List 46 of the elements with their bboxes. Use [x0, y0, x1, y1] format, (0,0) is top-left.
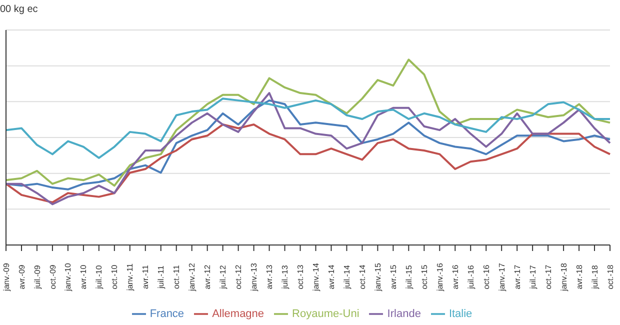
- x-tick-label: juil.-10: [94, 264, 104, 290]
- x-tick-label: juil.-14: [342, 264, 352, 290]
- x-tick-label: avr.-15: [388, 264, 398, 290]
- x-tick-label: avr.-10: [79, 264, 88, 290]
- x-tick-label: janv.-13: [250, 262, 259, 292]
- x-tick-label: oct.-17: [544, 264, 553, 290]
- y-axis-title: 00 kg ec: [0, 4, 38, 15]
- legend-label: Allemagne: [212, 308, 264, 320]
- legend-label: Italie: [448, 308, 472, 320]
- x-tick-label: oct.-09: [48, 264, 58, 290]
- x-tick-label: oct.-12: [234, 264, 244, 290]
- x-tick-label: avr.-11: [141, 264, 150, 289]
- x-tick-label: juil.-12: [218, 264, 228, 290]
- x-tick-label: janv.-16: [435, 262, 444, 292]
- x-tick-label: avr.-14: [327, 264, 336, 290]
- x-tick-label: oct.-11: [172, 264, 182, 289]
- x-tick-label: juil.-18: [590, 264, 600, 290]
- x-tick-label: avr.-16: [450, 264, 460, 290]
- x-tick-label: oct.-14: [358, 264, 368, 290]
- x-tick-label: janv.-09: [2, 262, 11, 292]
- x-tick-label: janv.-10: [64, 262, 73, 292]
- legend-label: France: [150, 308, 184, 320]
- x-tick-label: juil.-13: [280, 264, 290, 290]
- x-tick-label: juil.-09: [32, 264, 42, 290]
- x-tick-label: juil.-11: [156, 264, 166, 290]
- x-tick-label: janv.-12: [188, 262, 197, 292]
- x-tick-label: oct.-13: [296, 264, 306, 290]
- x-tick-label: juil.-15: [404, 264, 414, 290]
- x-tick-label: janv.-18: [559, 262, 568, 292]
- x-tick-label: oct.-18: [606, 264, 615, 290]
- x-tick-label: oct.-10: [110, 264, 120, 290]
- x-tick-label: avr.-12: [203, 264, 212, 290]
- x-tick-label: oct.-16: [482, 264, 491, 290]
- x-tick-label: avr.-18: [574, 264, 584, 290]
- legend-label: Irlande: [387, 308, 421, 320]
- x-tick-label: janv.-17: [497, 262, 506, 292]
- x-tick-label: juil.-16: [466, 264, 476, 290]
- x-tick-label: janv.-14: [312, 262, 321, 292]
- x-tick-label: avr.-17: [512, 264, 522, 290]
- x-tick-label: avr.-09: [17, 264, 26, 290]
- legend-label: Royaume-Uni: [292, 308, 360, 320]
- x-tick-label: oct.-15: [420, 264, 429, 290]
- x-tick-label: avr.-13: [265, 264, 274, 290]
- x-tick-label: janv.-11: [126, 262, 135, 292]
- x-tick-label: janv.-15: [373, 262, 382, 292]
- x-tick-label: juil.-17: [528, 264, 538, 290]
